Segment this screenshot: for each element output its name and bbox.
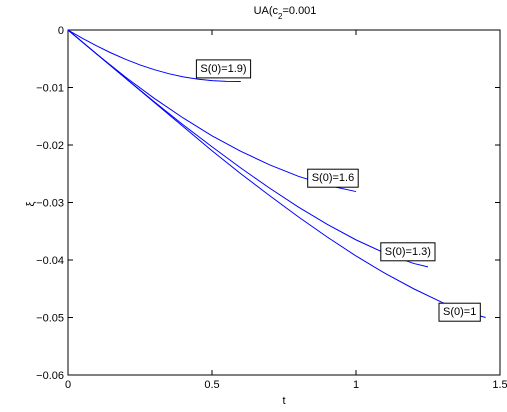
annotation-frame <box>195 59 252 79</box>
series-line-1 <box>67 29 241 82</box>
x-axis: 0 0.5 1 1.5 <box>65 30 507 391</box>
annotation-label: S(0)=1.6 <box>312 172 355 184</box>
series-line-4 <box>67 29 486 318</box>
x-tick-label: 0.5 <box>204 379 219 391</box>
y-tick-label: −0.02 <box>36 140 64 152</box>
y-tick-label: −0.05 <box>36 313 64 325</box>
annotation-frame <box>438 302 481 322</box>
y-tick-label: −0.03 <box>36 198 64 210</box>
chart-title: UA(c2=0.001 <box>254 5 317 21</box>
y-axis: 0 −0.01 −0.02 −0.03 −0.04 −0.05 −0.06 <box>36 25 500 382</box>
y-axis-label: ξ <box>25 201 37 206</box>
y-tick-label: −0.04 <box>36 255 64 267</box>
y-tick-label: 0 <box>58 25 64 37</box>
annotation-frame <box>307 168 359 188</box>
plot-area <box>67 29 501 376</box>
annotations: S(0)=1.9) S(0)=1.6 S(0)=1.3) S(0)=1 <box>195 59 481 322</box>
x-axis-label: t <box>282 395 285 407</box>
x-tick-label: 0 <box>65 379 71 391</box>
annotation-label: S(0)=1 <box>443 306 476 318</box>
annotation-frame <box>380 242 436 262</box>
y-tick-label: −0.06 <box>36 370 64 382</box>
x-tick-label: 1.5 <box>492 379 507 391</box>
annotation-label: S(0)=1.9) <box>200 63 246 75</box>
annotation-label: S(0)=1.3) <box>385 246 431 258</box>
annotation-box-2: S(0)=1.6 <box>307 168 359 188</box>
x-tick-label: 1 <box>353 379 359 391</box>
annotation-box-4: S(0)=1 <box>438 302 481 322</box>
y-tick-label: −0.01 <box>36 83 64 95</box>
annotation-box-3: S(0)=1.3) <box>380 242 436 262</box>
annotation-box-1: S(0)=1.9) <box>195 59 252 79</box>
